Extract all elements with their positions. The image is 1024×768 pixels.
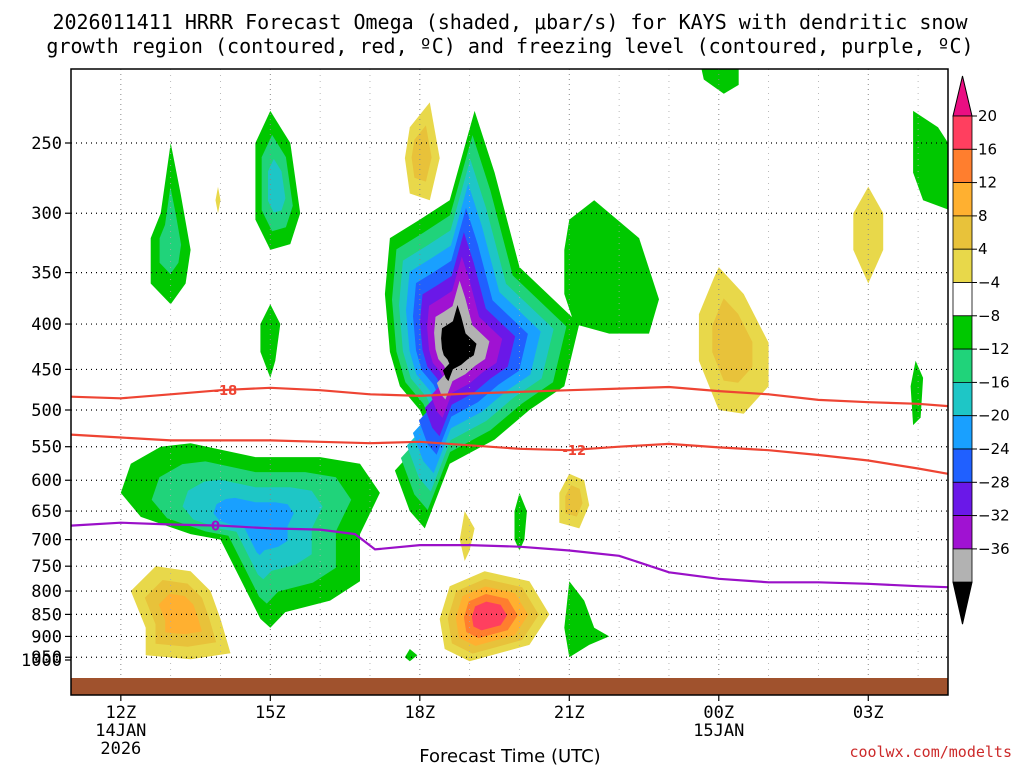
colorbar-swatch-10	[952, 448, 973, 483]
small-ascent-s-level-0	[404, 649, 418, 662]
colorbar-swatch-4	[952, 248, 973, 283]
freezing-level-contour	[70, 521, 949, 589]
colorbar-label: −24	[978, 440, 1010, 458]
small-ascent-e-level-0	[910, 360, 924, 426]
omega-shading	[120, 69, 948, 662]
y-tick-label-500: 500	[31, 401, 62, 421]
contour-label: -12	[563, 444, 587, 459]
top-right-ascent-level-0	[913, 110, 948, 210]
colorbar-label: −36	[978, 540, 1010, 558]
y-tick-label-800: 800	[31, 582, 62, 602]
y-tick-label-750: 750	[31, 557, 62, 577]
col-15z-mid-level-0	[260, 304, 281, 378]
x-tick-label-line1: 00Z	[703, 703, 734, 723]
colorbar-top-arrow	[952, 75, 973, 117]
colorbar-swatch-11	[952, 481, 973, 516]
y-tick-label-550: 550	[31, 438, 62, 458]
dendritic-contour	[70, 385, 949, 408]
grid-lines	[70, 69, 948, 695]
y-tick-label-300: 300	[31, 204, 62, 224]
y-tick-label-250: 250	[31, 134, 62, 154]
x-tick-label-line1: 15Z	[255, 703, 286, 723]
colorbar-swatch-1	[952, 148, 973, 184]
y-tick-label-1000: 1000	[21, 651, 62, 671]
col-20z-thin-level-0	[514, 492, 527, 551]
pressure-axis: 2503003504004505005506006507007508008509…	[21, 134, 71, 671]
ground-surface	[71, 678, 948, 695]
upper-descent-03z-level-0	[853, 186, 884, 284]
east-upper-ascent-level-0	[564, 200, 659, 334]
colorbar-label: −12	[978, 340, 1010, 358]
colorbar-label: −28	[978, 473, 1010, 491]
x-tick-label-line3: 2026	[100, 739, 141, 759]
omega-colorbar: 20 16 12 8 4 −4 −8 −12 −16 −20 −24 −28 −32 −36	[952, 75, 1010, 625]
top-mid-ascent-level-0	[701, 69, 739, 94]
colorbar-label: 4	[978, 240, 988, 258]
colorbar-swatch-5	[952, 282, 973, 317]
colorbar-label: 8	[978, 207, 988, 225]
colorbar-swatch-7	[952, 348, 973, 383]
plot-frame	[70, 68, 949, 696]
colorbar-swatch-13	[952, 548, 973, 583]
col-12z-upper-level-1	[159, 187, 182, 275]
col-15z-upper-level-2	[268, 158, 286, 213]
x-tick-label-line2: 14JAN	[95, 721, 146, 741]
x-tick-label-line2: 15JAN	[693, 721, 744, 741]
x-tick-label-line1: 18Z	[404, 703, 435, 723]
col-21z-lower-level-0	[564, 581, 610, 658]
colorbar-swatch-0	[952, 115, 973, 150]
y-tick-label-600: 600	[31, 471, 62, 491]
colorbar-label: −32	[978, 507, 1010, 525]
y-tick-label-900: 900	[31, 627, 62, 647]
colorbar-swatch-2	[952, 182, 973, 217]
tiny-descent-14z-level-0	[215, 186, 221, 214]
upper-descent-18z-level-1	[411, 125, 432, 182]
colorbar-label: 16	[978, 140, 997, 158]
colorbar-label: −8	[978, 307, 1000, 325]
colorbar-swatch-8	[952, 381, 973, 417]
y-tick-label-950: 950	[31, 648, 62, 668]
colorbar-swatch-12	[952, 515, 973, 550]
y-tick-label-650: 650	[31, 502, 62, 522]
y-tick-label-700: 700	[31, 531, 62, 551]
mid-descent-21z-level-1	[565, 485, 583, 517]
colorbar-bottom-arrow	[952, 581, 973, 625]
y-tick-label-350: 350	[31, 264, 62, 284]
colorbar-label: −16	[978, 373, 1010, 391]
credit-text: coolwx.com/modelts	[849, 743, 1012, 761]
x-axis-title: Forecast Time (UTC)	[419, 746, 600, 767]
colorbar-swatch-3	[952, 215, 973, 250]
chart-title-line-2: growth region (contoured, red, ºC) and f…	[46, 34, 973, 58]
colorbar-label: −4	[978, 274, 1000, 292]
x-tick-label-line1: 12Z	[105, 703, 136, 723]
low-descent-west-level-2	[158, 593, 202, 635]
contour-label: 0	[211, 519, 220, 534]
colorbar-swatch-6	[952, 315, 973, 350]
contour-label: -18	[214, 384, 238, 399]
dendritic-contour	[70, 433, 949, 475]
colorbar-label: 12	[978, 174, 997, 192]
colorbar-label: −20	[978, 407, 1010, 425]
temperature-contours: -18 -12 0	[70, 384, 949, 589]
colorbar-label: 20	[978, 107, 997, 125]
descent-00z-level-1	[712, 298, 753, 383]
colorbar-swatch-9	[952, 415, 973, 450]
thin-descent-19z-level-0	[459, 511, 475, 561]
x-tick-label-line1: 21Z	[554, 703, 585, 723]
y-tick-label-850: 850	[31, 605, 62, 625]
y-tick-label-400: 400	[31, 315, 62, 335]
x-tick-label-line1: 03Z	[853, 703, 884, 723]
y-tick-label-450: 450	[31, 360, 62, 380]
low-descent-east-level-4	[471, 601, 507, 631]
main-ascent-level-8	[441, 305, 477, 382]
chart-title-line-1: 2026011411 HRRR Forecast Omega (shaded, …	[52, 10, 968, 34]
